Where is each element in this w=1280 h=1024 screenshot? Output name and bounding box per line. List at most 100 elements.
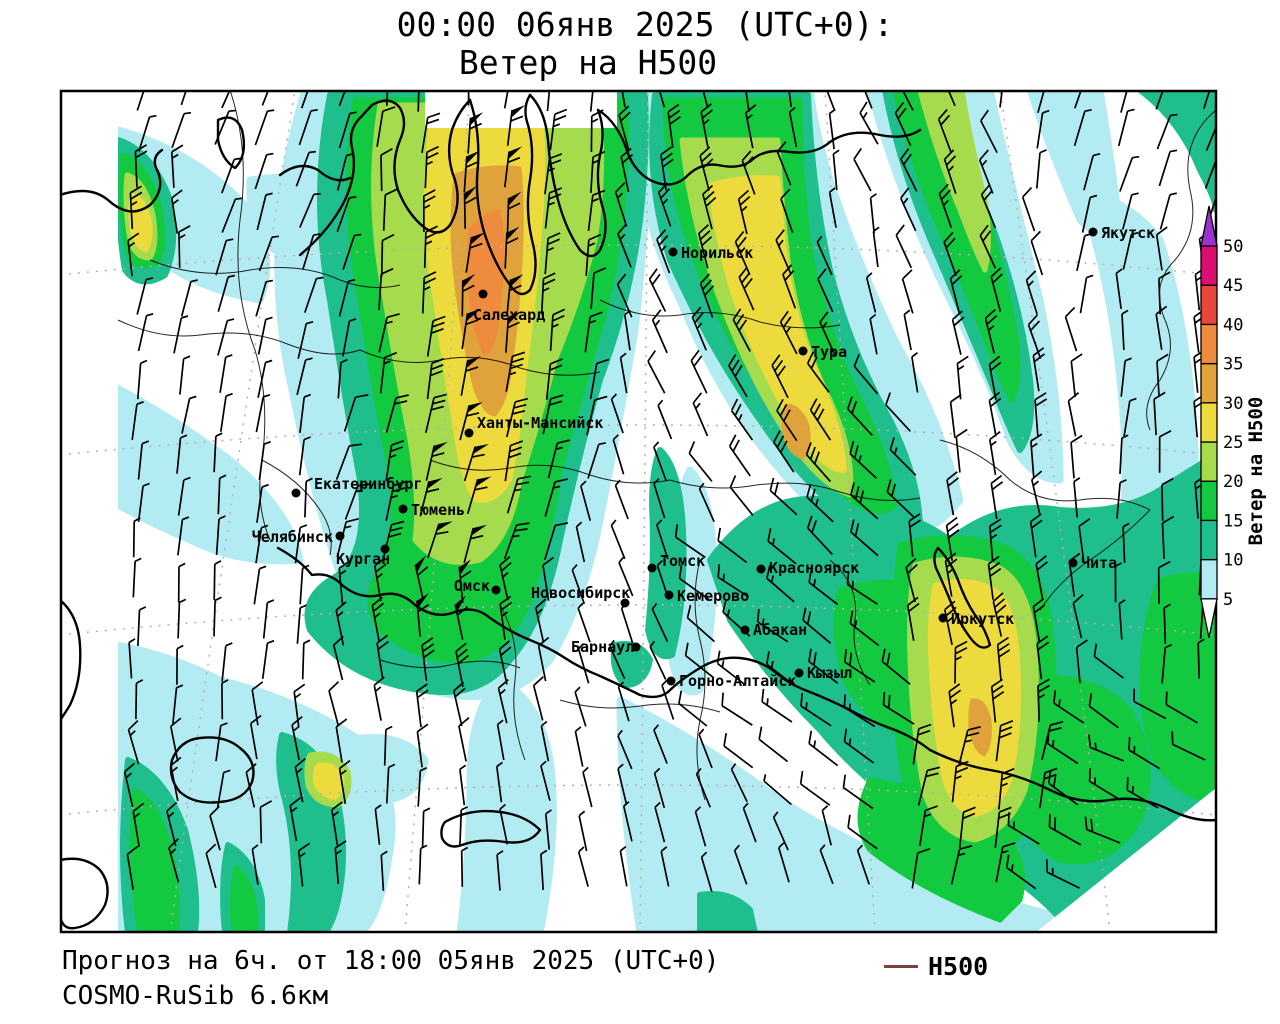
colorbar-title: Ветер на H500 xyxy=(1245,397,1267,546)
wind-barb-pennant xyxy=(475,476,492,487)
city-dot xyxy=(464,428,474,438)
city-label: Екатеринбург xyxy=(314,475,422,493)
colorbar-tick-label: 50 xyxy=(1223,237,1243,257)
wind-barb-pennant xyxy=(466,150,480,165)
wind-barb-pennant xyxy=(432,441,448,454)
colorbar-segment xyxy=(1200,519,1218,561)
city-label: Салехард xyxy=(473,306,545,324)
colorbar-above-arrow xyxy=(1200,205,1218,247)
city-dot xyxy=(1088,227,1098,237)
city-dot xyxy=(478,289,488,299)
wind-barbs xyxy=(123,91,1216,892)
city-dot xyxy=(794,668,804,678)
wind-barb-pennant xyxy=(509,274,524,288)
colorbar-tick-label: 10 xyxy=(1223,551,1243,571)
wind-barb-pennant xyxy=(427,477,443,490)
city-label: Чита xyxy=(1081,554,1117,572)
wind-barb-pennant xyxy=(466,308,481,322)
wind-barb-pennant xyxy=(436,521,453,532)
city-dot xyxy=(664,590,674,600)
h500-legend-label: H500 xyxy=(928,952,989,981)
city-dot xyxy=(938,613,948,623)
city-dot xyxy=(647,563,657,573)
city-label: Горно-Алтайск xyxy=(679,672,796,690)
wind-barb-pennant xyxy=(508,146,523,160)
city-dot xyxy=(291,488,301,498)
colorbar-tick-label: 15 xyxy=(1223,511,1243,531)
wind-barb-strokes xyxy=(123,91,1216,892)
forecast-info: Прогноз на 6ч. от 18:00 05янв 2025 (UTC+… xyxy=(62,946,720,976)
h500-legend: H500 xyxy=(884,952,988,981)
colorbar-tick-label: 35 xyxy=(1223,355,1243,375)
city-dot xyxy=(380,544,390,554)
city-dot xyxy=(1068,558,1078,568)
city-label: Новосибирск xyxy=(531,584,630,602)
city-label: Тюмень xyxy=(411,501,465,519)
city-label: Абакан xyxy=(753,621,807,639)
city-label: Челябинск xyxy=(252,528,333,546)
map-title-datetime: 00:00 06янв 2025 (UTC+0): xyxy=(396,5,894,44)
colorbar-tick-label: 25 xyxy=(1223,433,1243,453)
city-dot xyxy=(740,625,750,635)
city-dot xyxy=(631,642,641,652)
city-label: Красноярск xyxy=(769,559,859,577)
wind-barb-pennant xyxy=(416,593,429,609)
wind-barb-pennant xyxy=(470,232,485,245)
colorbar-segment xyxy=(1200,245,1218,286)
colorbar-segment xyxy=(1200,284,1218,326)
model-info: COSMO-RuSib 6.6км xyxy=(62,981,329,1011)
wind-barb-pennant xyxy=(467,401,483,413)
city-label: Норильск xyxy=(681,244,753,262)
city-dot xyxy=(398,504,408,514)
city-label: Иркутск xyxy=(951,610,1014,628)
colorbar-segment xyxy=(1200,362,1218,404)
colorbar-segment xyxy=(1200,480,1218,522)
h500-legend-line xyxy=(884,965,918,968)
city-dot xyxy=(335,531,345,541)
wind-barb-pennant xyxy=(455,595,466,613)
city-dot xyxy=(666,676,676,686)
wind-barb-pennant xyxy=(472,443,489,455)
city-label: Кемерово xyxy=(677,587,749,605)
city-label: Барнаул xyxy=(571,638,634,656)
city-label: Омск xyxy=(454,577,490,595)
colorbar-segment xyxy=(1200,441,1218,482)
domain-mask xyxy=(61,91,1216,932)
colorbar-tick-label: 20 xyxy=(1223,472,1243,492)
city-markers: Норильск Якутск Салехард Тура Ханты-Мансийск… xyxy=(252,224,1155,690)
wind-barb-pennant xyxy=(508,191,522,206)
wind-barb-pennant xyxy=(471,524,487,536)
wind-barb-pennant xyxy=(462,273,476,289)
wind-barb-pennant xyxy=(459,559,471,576)
city-label: Тура xyxy=(811,343,847,361)
windspeed-shading xyxy=(61,91,1216,932)
city-dot xyxy=(798,346,808,356)
city-label: Курган xyxy=(336,550,390,568)
city-label: Якутск xyxy=(1101,224,1155,242)
wind-barb-pennant xyxy=(506,226,520,241)
colorbar-tick-label: 40 xyxy=(1223,315,1243,335)
city-label: Кызыл xyxy=(807,664,852,682)
wind-barb-pennant xyxy=(415,555,426,573)
city-dot xyxy=(756,564,766,574)
wind-barb-pennant xyxy=(464,186,477,201)
colorbar-tick-label: 5 xyxy=(1223,590,1233,610)
colorbar-segment xyxy=(1200,323,1218,365)
wind-barb-pennant xyxy=(511,104,526,118)
city-label: Томск xyxy=(660,552,705,570)
city-label: Ханты-Мансийск xyxy=(477,414,603,432)
city-dot xyxy=(491,585,501,595)
colorbar: 5 10 15 20 25 30 35 40 45 50 xyxy=(1200,205,1243,638)
colorbar-segment xyxy=(1200,402,1218,443)
colorbar-tick-label: 45 xyxy=(1223,276,1243,296)
colorbar-tick-label: 30 xyxy=(1223,394,1243,414)
colorbar-segment xyxy=(1200,558,1218,600)
city-dot xyxy=(620,598,630,608)
wind-barb-pennant xyxy=(469,112,484,126)
wind-barb-pennant xyxy=(466,355,482,369)
map-title-field: Ветер на H500 xyxy=(458,43,718,82)
wind-barb-pennant xyxy=(507,311,522,325)
city-dot xyxy=(668,247,678,257)
